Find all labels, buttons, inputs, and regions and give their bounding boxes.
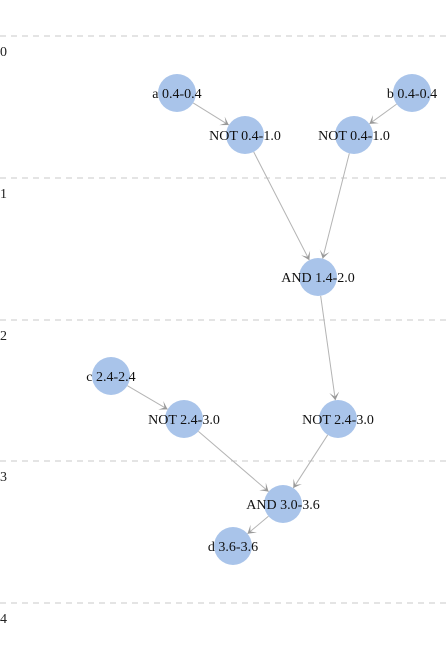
axis-tick-label-1: 1: [0, 187, 7, 202]
axis-tick-label-3: 3: [0, 470, 7, 485]
node-circle: [319, 400, 357, 438]
node-label: NOT 0.4-1.0: [209, 129, 281, 144]
arrowhead-not4-to-and2: [293, 478, 302, 488]
node-circle: [226, 116, 264, 154]
node-circle: [158, 74, 196, 112]
arrowhead-not2-to-and1: [319, 249, 330, 259]
edge-not1-to-and1: [253, 151, 310, 261]
node-label: AND 1.4-2.0: [281, 271, 355, 286]
node-label: c 2.4-2.4: [86, 370, 135, 385]
node-circle: [335, 116, 373, 154]
arrowhead-and1-to-not4: [329, 391, 340, 401]
node-and1[interactable]: AND 1.4-2.0: [281, 258, 355, 296]
node-and2[interactable]: AND 3.0-3.6: [246, 485, 320, 523]
axis-tick-label-4: 4: [0, 612, 7, 627]
node-label: AND 3.0-3.6: [246, 498, 320, 513]
time-grid: 0 1 2 3 4: [0, 35, 448, 627]
node-not3[interactable]: NOT 2.4-3.0: [148, 400, 220, 438]
arrowhead-and2-to-d: [247, 524, 257, 534]
node-circle: [92, 357, 130, 395]
edge-not4-to-and2: [292, 434, 329, 489]
edge-b-to-not2: [369, 103, 397, 125]
node-circle: [264, 485, 302, 523]
node-circle: [165, 400, 203, 438]
nodes: a 0.4-0.4 b 0.4-0.4 NOT 0.4-1.0 NOT 0.4-1.0…: [86, 74, 437, 565]
axis-tick-label-0: 0: [0, 45, 7, 60]
node-d[interactable]: d 3.6-3.6: [208, 527, 258, 565]
node-circle: [214, 527, 252, 565]
node-label: d 3.6-3.6: [208, 540, 258, 555]
arrowhead-not3-to-and2: [259, 482, 269, 492]
node-label: a 0.4-0.4: [152, 87, 201, 102]
node-label: NOT 2.4-3.0: [302, 413, 374, 428]
node-label: NOT 2.4-3.0: [148, 413, 220, 428]
node-circle: [393, 74, 431, 112]
edges: [127, 102, 397, 535]
node-not2[interactable]: NOT 0.4-1.0: [318, 116, 390, 154]
edge-c-to-not3: [127, 385, 168, 410]
arrowhead-c-to-not3: [158, 401, 168, 410]
arrowhead-not1-to-and1: [301, 250, 311, 261]
edge-not2-to-and1: [322, 153, 350, 259]
arrowhead-b-to-not2: [369, 115, 379, 124]
node-a[interactable]: a 0.4-0.4: [152, 74, 202, 112]
edge-and2-to-d: [247, 515, 269, 535]
edge-a-to-not1: [192, 102, 230, 126]
node-not1[interactable]: NOT 0.4-1.0: [209, 116, 281, 154]
arrowhead-a-to-not1: [219, 116, 229, 126]
node-circle: [299, 258, 337, 296]
node-label: NOT 0.4-1.0: [318, 129, 390, 144]
node-b[interactable]: b 0.4-0.4: [387, 74, 437, 112]
node-label: b 0.4-0.4: [387, 87, 437, 102]
node-not4[interactable]: NOT 2.4-3.0: [302, 400, 374, 438]
edge-and1-to-not4: [320, 295, 336, 401]
axis-tick-label-2: 2: [0, 329, 7, 344]
edge-not3-to-and2: [198, 430, 269, 493]
node-c[interactable]: c 2.4-2.4: [86, 357, 136, 395]
